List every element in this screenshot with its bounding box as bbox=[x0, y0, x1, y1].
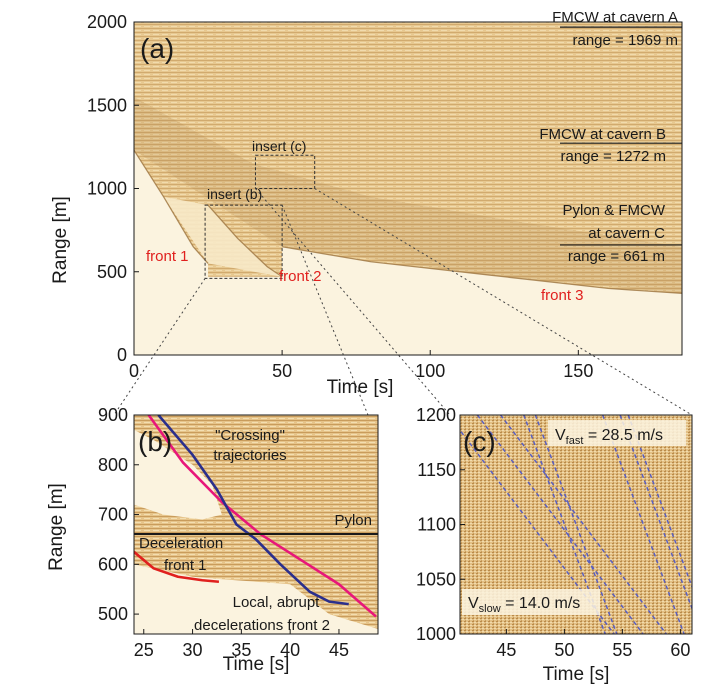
panel-b-xtick-label: 45 bbox=[329, 640, 349, 660]
panel-b-frame bbox=[133, 414, 379, 635]
insert-b-label: insert (b) bbox=[207, 186, 262, 202]
panel-a-xlabel: Time [s] bbox=[327, 377, 394, 398]
cavern-a-title: FMCW at cavern A bbox=[552, 9, 678, 26]
panel-c-ytick-label: 1100 bbox=[417, 515, 456, 535]
panel-c-xtick-label: 45 bbox=[496, 640, 516, 660]
insert-b-connector-left bbox=[113, 278, 206, 416]
insert-connectors bbox=[113, 188, 693, 416]
panel-a-ylabel: Range [m] bbox=[50, 196, 71, 284]
cavern-c-title: Pylon & FMCW bbox=[562, 202, 665, 219]
panel-b-xtick-label: 40 bbox=[280, 640, 300, 660]
local-label-1: Local, abrupt bbox=[233, 594, 321, 611]
panel-a-front-2-edge bbox=[207, 204, 283, 278]
v-fast-line bbox=[619, 415, 692, 611]
v-slow-line bbox=[460, 429, 615, 634]
pylon-label: Pylon bbox=[334, 512, 372, 529]
v-slow-line bbox=[500, 415, 667, 634]
panel-b-red-front1-line bbox=[134, 550, 220, 584]
panel-c-ytick-label: 1150 bbox=[417, 460, 456, 480]
panel-a-ytick-label: 1500 bbox=[87, 95, 127, 115]
panel-a-ytick-label: 500 bbox=[97, 262, 127, 282]
panel-b-ytick-label: 600 bbox=[98, 554, 128, 574]
panel-a-xtick-label: 50 bbox=[272, 361, 292, 381]
panel-b-xlabel: Time [s] bbox=[223, 654, 290, 675]
panel-b-ytick-label: 500 bbox=[98, 604, 128, 624]
v-fast-line bbox=[523, 415, 606, 634]
panel-c-ytick-label: 1200 bbox=[416, 405, 456, 425]
insert-c-label: insert (c) bbox=[252, 138, 306, 154]
panel-b-label: (b) bbox=[138, 426, 172, 457]
panel-b-blue-line bbox=[157, 415, 349, 606]
panel-c-velocity-lines bbox=[460, 415, 692, 634]
cavern-c-range: range = 661 m bbox=[568, 248, 665, 265]
panel-a-ytick-label: 2000 bbox=[87, 12, 127, 32]
cavern-b-range: range = 1272 m bbox=[561, 148, 667, 165]
cavern-a-range: range = 1969 m bbox=[573, 32, 679, 49]
panel-b-empty-region bbox=[134, 429, 378, 634]
panel-b-xtick-label: 30 bbox=[183, 640, 203, 660]
cavern-b-title: FMCW at cavern B bbox=[539, 126, 666, 143]
panel-c-xtick-label: 60 bbox=[670, 640, 690, 660]
insert-c-connector-right bbox=[314, 188, 693, 416]
insert-c-box bbox=[254, 154, 316, 189]
panel-c-label: (c) bbox=[463, 426, 496, 457]
panel-b: 25 30 35 40 45 500 600 700 800 900 (b) "Crossing"… bbox=[46, 405, 379, 675]
front-2-label: front 2 bbox=[279, 268, 322, 285]
v-fast-line bbox=[627, 415, 692, 589]
v-fast-line bbox=[601, 415, 685, 634]
panel-a-xtick-label: 100 bbox=[415, 361, 445, 381]
panel-b-ytick-label: 900 bbox=[98, 405, 128, 425]
panel-c-ticks: 45 50 55 60 1000 1050 1100 1150 1200 bbox=[416, 405, 690, 660]
deceleration-label-2: front 1 bbox=[164, 557, 207, 574]
panel-b-ticks: 25 30 35 40 45 500 600 700 800 900 bbox=[98, 405, 349, 660]
panel-a-front-lines bbox=[134, 149, 682, 295]
v-slow-line bbox=[476, 415, 644, 634]
front-1-label: front 1 bbox=[146, 248, 189, 265]
v-slow-box bbox=[462, 589, 600, 615]
cavern-c-title-2: at cavern C bbox=[588, 225, 665, 242]
panel-b-ytick-label: 800 bbox=[98, 455, 128, 475]
panel-b-xtick-label: 25 bbox=[134, 640, 154, 660]
panel-b-xtick-label: 35 bbox=[231, 640, 251, 660]
local-label-2: decelerations front 2 bbox=[194, 617, 330, 634]
panel-c-xlabel: Time [s] bbox=[543, 664, 610, 685]
v-slow-label: Vslow = 14.0 m/s bbox=[468, 595, 580, 615]
panel-c-ytick-label: 1050 bbox=[416, 569, 456, 589]
panel-a-label: (a) bbox=[140, 33, 174, 64]
panel-c-ytick-label: 1000 bbox=[416, 624, 456, 644]
panel-a-xtick-label: 0 bbox=[129, 361, 139, 381]
panel-b-image bbox=[134, 415, 378, 634]
panel-a-front-3-edge bbox=[282, 246, 682, 295]
panel-a-front-1-edge bbox=[134, 149, 209, 264]
crossing-label-2: trajectories bbox=[213, 447, 286, 464]
panel-a-image bbox=[134, 22, 682, 355]
panel-a-ytick-label: 1000 bbox=[87, 179, 127, 199]
v-fast-box bbox=[548, 420, 686, 446]
panel-a-xtick-label: 150 bbox=[563, 361, 593, 381]
v-fast-line bbox=[534, 415, 618, 634]
front-3-label: front 3 bbox=[541, 287, 584, 304]
panel-a-dark-band bbox=[134, 96, 682, 294]
panel-b-ylabel: Range [m] bbox=[46, 483, 67, 571]
panel-a-empty-region bbox=[134, 150, 682, 355]
panel-b-ytick-label: 700 bbox=[98, 505, 128, 525]
panel-a-gap-wedge bbox=[163, 196, 283, 277]
panel-a-ytick-label: 0 bbox=[117, 345, 127, 365]
panel-c-xtick-label: 50 bbox=[554, 640, 574, 660]
deceleration-label-1: Deceleration bbox=[139, 535, 223, 552]
panel-c-xtick-label: 55 bbox=[612, 640, 632, 660]
panel-c: 45 50 55 60 1000 1050 1100 1150 1200 (c) Vfast =… bbox=[416, 405, 693, 685]
crossing-label-1: "Crossing" bbox=[215, 427, 285, 444]
v-fast-label: Vfast = 28.5 m/s bbox=[555, 427, 663, 447]
